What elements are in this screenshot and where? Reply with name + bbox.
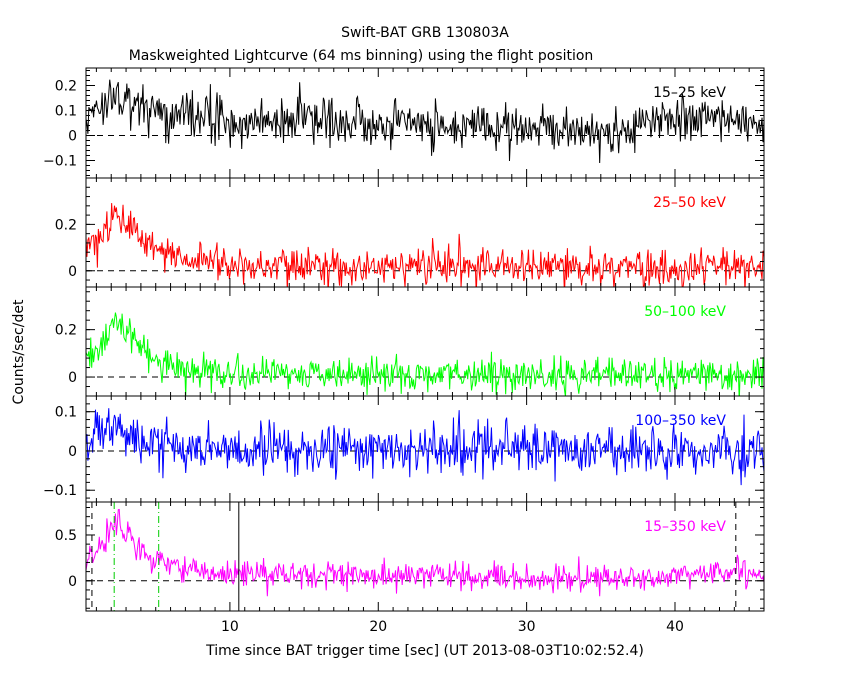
x-tick-label: 20 bbox=[369, 619, 387, 635]
chart-subtitle: Maskweighted Lightcurve (64 ms binning) … bbox=[129, 48, 594, 64]
y-tick-label: 0.5 bbox=[55, 528, 77, 544]
lightcurve-series bbox=[86, 79, 764, 163]
panel-15-350-kev: 0 0.5 15–350 keV bbox=[55, 501, 765, 612]
y-tick-label: 0.1 bbox=[55, 104, 77, 120]
energy-band-label: 50–100 keV bbox=[644, 304, 726, 320]
chart-title: Swift-BAT GRB 130803A bbox=[341, 25, 509, 41]
energy-band-label: 15–25 keV bbox=[653, 85, 726, 101]
x-tick-label: 10 bbox=[221, 619, 239, 635]
energy-band-label: 100–350 keV bbox=[635, 413, 726, 429]
y-tick-label: 0 bbox=[68, 264, 77, 280]
panel-15-25-kev: −0.1 0 0.1 0.2 15–25 keV bbox=[43, 67, 765, 179]
x-tick-label: 40 bbox=[666, 619, 684, 635]
panel-25-50-kev: 0 0.2 25–50 keV bbox=[55, 177, 765, 288]
y-tick-label: 0.2 bbox=[55, 79, 77, 95]
x-axis-label: Time since BAT trigger time [sec] (UT 20… bbox=[205, 643, 644, 659]
panel-50-100-kev: 0 0.2 50–100 keV bbox=[55, 286, 765, 397]
lightcurve-series bbox=[86, 508, 764, 597]
y-tick-label: −0.1 bbox=[43, 483, 77, 499]
lightcurve-series bbox=[86, 312, 764, 396]
y-tick-label: 0 bbox=[68, 444, 77, 460]
panels-group: −0.1 0 0.1 0.2 15–25 keV 0 0.2 25–50 keV 0 0.2 50–… bbox=[43, 67, 765, 635]
y-tick-label: 0.2 bbox=[55, 217, 77, 233]
y-tick-label: 0 bbox=[68, 129, 77, 145]
energy-band-label: 15–350 keV bbox=[644, 519, 726, 535]
y-tick-label: 0.1 bbox=[55, 405, 77, 421]
lightcurve-series bbox=[86, 203, 764, 287]
x-tick-label: 30 bbox=[518, 619, 536, 635]
y-tick-label: −0.1 bbox=[43, 154, 77, 170]
panel-frame bbox=[85, 501, 765, 612]
energy-band-label: 25–50 keV bbox=[653, 195, 726, 211]
y-tick-label: 0 bbox=[68, 370, 77, 386]
lightcurve-series bbox=[86, 408, 764, 486]
y-axis-label: Counts/sec/det bbox=[11, 299, 27, 404]
y-tick-label: 0.2 bbox=[55, 323, 77, 339]
panel-100-350-kev: −0.1 0 0.1 100–350 keV bbox=[43, 395, 765, 503]
y-tick-label: 0 bbox=[68, 574, 77, 590]
